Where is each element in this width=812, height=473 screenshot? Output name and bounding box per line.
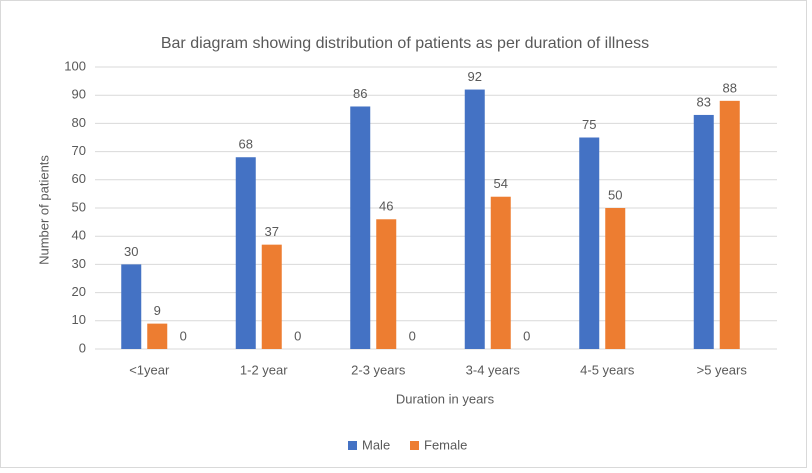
y-tick-label: 0 [79,340,86,355]
data-label: 92 [468,69,482,84]
y-tick-label: 100 [64,58,86,73]
data-label: 0 [409,328,416,343]
legend-swatch [410,441,419,450]
x-tick-label: 4-5 years [580,362,635,377]
y-tick-label: 80 [72,115,86,130]
data-label: 83 [697,94,711,109]
bar [693,114,714,349]
bar [490,196,511,349]
bar [350,106,371,349]
data-label: 0 [523,328,530,343]
bar [376,219,397,349]
y-tick-label: 40 [72,228,86,243]
bar [261,244,282,349]
bar [147,323,168,349]
data-label: 75 [582,117,596,132]
bar [121,264,142,349]
y-tick-label: 10 [72,312,86,327]
data-label: 68 [239,137,253,152]
data-label: 86 [353,86,367,101]
x-tick-label: <1year [129,362,170,377]
data-label: 0 [294,328,301,343]
legend-swatch [348,441,357,450]
y-tick-label: 60 [72,171,86,186]
x-axis-title: Duration in years [396,391,495,406]
data-label: 54 [494,176,508,191]
data-label: 9 [154,303,161,318]
x-tick-label: 1-2 year [240,362,288,377]
bar [605,208,626,349]
data-label: 50 [608,187,622,202]
bar [464,89,485,349]
data-label: 37 [265,224,279,239]
y-tick-label: 20 [72,284,86,299]
x-tick-label: 2-3 years [351,362,406,377]
legend-label: Female [424,437,467,452]
y-tick-label: 30 [72,256,86,271]
data-label: 30 [124,244,138,259]
legend-label: Male [362,437,390,452]
bar [719,100,740,349]
y-tick-label: 50 [72,199,86,214]
bar [235,157,256,349]
data-label: 46 [379,199,393,214]
x-tick-label: >5 years [697,362,748,377]
y-tick-label: 90 [72,87,86,102]
y-axis-title: Number of patients [36,155,51,265]
data-label: 0 [180,328,187,343]
x-tick-label: 3-4 years [466,362,521,377]
y-tick-label: 70 [72,143,86,158]
chart-title: Bar diagram showing distribution of pati… [161,35,649,52]
bar [579,137,600,349]
data-label: 88 [723,80,737,95]
